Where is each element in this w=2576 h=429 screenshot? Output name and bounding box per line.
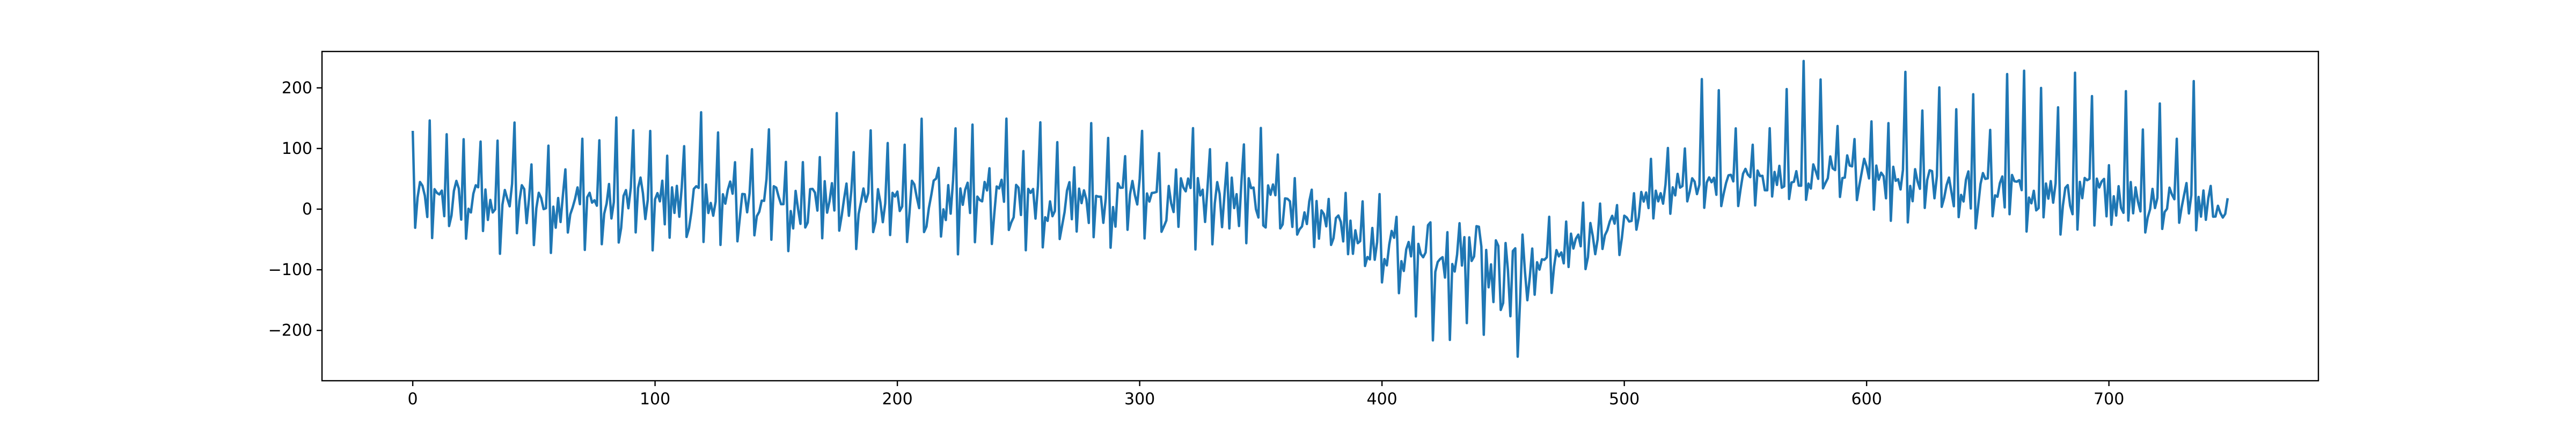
- y-tick-label: 100: [282, 139, 312, 158]
- x-tick-label: 200: [882, 390, 912, 409]
- y-tick-label: 200: [282, 79, 312, 98]
- series-line: [411, 60, 2229, 358]
- x-tick-label: 500: [1609, 390, 1640, 409]
- x-tick-label: 100: [640, 390, 670, 409]
- plot-area: [411, 60, 2229, 358]
- y-tick-label: −200: [268, 321, 312, 340]
- y-tick-label: 0: [302, 200, 312, 219]
- y-tick-label: −100: [268, 261, 312, 279]
- x-tick-label: 700: [2094, 390, 2124, 409]
- x-tick-label: 300: [1124, 390, 1155, 409]
- x-tick-label: 600: [1851, 390, 1882, 409]
- axes: 0 100 200 300 400 500 600 700 −200 −100 0 100 200: [268, 50, 2319, 409]
- x-tick-label: 0: [408, 390, 418, 409]
- axes-frame: [321, 50, 2319, 382]
- x-tick-label: 400: [1367, 390, 1397, 409]
